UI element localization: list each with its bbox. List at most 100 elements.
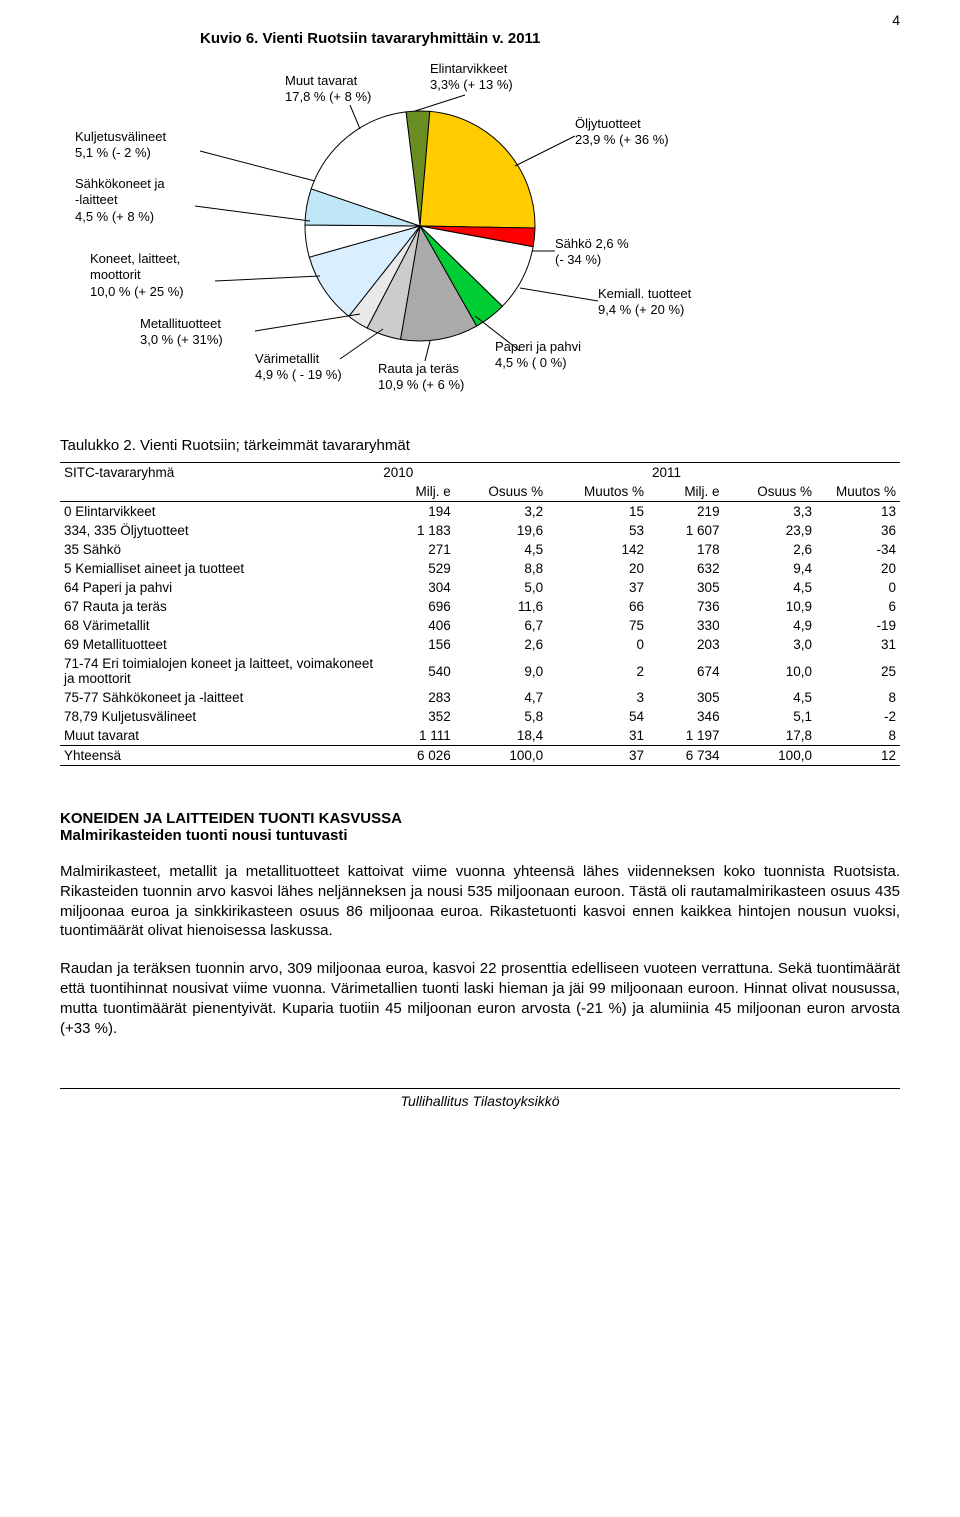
table-cell: 3,2 <box>455 502 547 522</box>
pie-slice-label: Sähkö 2,6 %(- 34 %) <box>555 236 629 269</box>
table-cell: 69 Metallituotteet <box>60 635 379 654</box>
body-paragraph: Raudan ja teräksen tuonnin arvo, 309 mil… <box>60 959 900 1038</box>
table-row: 334, 335 Öljytuotteet1 18319,6531 60723,… <box>60 521 900 540</box>
table-cell: 2,6 <box>455 635 547 654</box>
table-cell: 19,6 <box>455 521 547 540</box>
table-cell: Muut tavarat <box>60 726 379 746</box>
pie-slice-label: Kemiall. tuotteet9,4 % (+ 20 %) <box>598 286 691 319</box>
table-cell: 4,7 <box>455 688 547 707</box>
leader-line <box>415 95 465 111</box>
table-row: 68 Värimetallit4066,7753304,9-19 <box>60 616 900 635</box>
table-cell: 66 <box>547 597 648 616</box>
section-title: KONEIDEN JA LAITTEIDEN TUONTI KASVUSSA <box>60 810 900 827</box>
table-cell: 10,9 <box>724 597 816 616</box>
table-cell: 156 <box>379 635 455 654</box>
pie-slice-label: Paperi ja pahvi4,5 % ( 0 %) <box>495 339 581 372</box>
pie-chart: Elintarvikkeet3,3% (+ 13 %) Öljytuotteet2… <box>60 61 900 401</box>
leader-line <box>515 136 575 166</box>
leader-line <box>215 276 320 281</box>
table-cell: 406 <box>379 616 455 635</box>
group-2011: 2011 <box>648 463 724 483</box>
table-cell: 271 <box>379 540 455 559</box>
table-cell: 330 <box>648 616 724 635</box>
table-cell: 3 <box>547 688 648 707</box>
table-cell: 1 111 <box>379 726 455 746</box>
pie-slice-label: Öljytuotteet23,9 % (+ 36 %) <box>575 116 669 149</box>
table-cell: 20 <box>816 559 900 578</box>
table-total-row: Yhteensä6 026100,0376 734100,012 <box>60 746 900 766</box>
table-cell: 1 183 <box>379 521 455 540</box>
page-number: 4 <box>892 12 900 28</box>
table-cell: 8,8 <box>455 559 547 578</box>
table-row: 78,79 Kuljetusvälineet3525,8543465,1-2 <box>60 707 900 726</box>
table-row: 0 Elintarvikkeet1943,2152193,313 <box>60 502 900 522</box>
table-cell: 0 Elintarvikkeet <box>60 502 379 522</box>
table-cell: 2 <box>547 654 648 688</box>
table-cell: 352 <box>379 707 455 726</box>
chart-title: Kuvio 6. Vienti Ruotsiin tavararyhmittäi… <box>60 30 900 47</box>
col-h: Osuus % <box>455 482 547 502</box>
table-cell: 68 Värimetallit <box>60 616 379 635</box>
table-cell: 37 <box>547 746 648 766</box>
table-row: 69 Metallituotteet1562,602033,031 <box>60 635 900 654</box>
table-cell: 283 <box>379 688 455 707</box>
table-cell: 9,0 <box>455 654 547 688</box>
table-cell: 18,4 <box>455 726 547 746</box>
section-subtitle: Malmirikasteiden tuonti nousi tuntuvasti <box>60 827 900 844</box>
table-cell: 100,0 <box>455 746 547 766</box>
col-h: Muutos % <box>816 482 900 502</box>
table-cell: 696 <box>379 597 455 616</box>
leader-line <box>520 288 598 301</box>
pie-slice-label: Värimetallit4,9 % ( - 19 %) <box>255 351 342 384</box>
table-cell: 0 <box>547 635 648 654</box>
table-cell: 736 <box>648 597 724 616</box>
table-cell: 11,6 <box>455 597 547 616</box>
table-cell: 20 <box>547 559 648 578</box>
table-cell: 75-77 Sähkökoneet ja -laitteet <box>60 688 379 707</box>
leader-line <box>340 329 383 359</box>
table-cell: 305 <box>648 688 724 707</box>
col-h: Muutos % <box>547 482 648 502</box>
table-cell: 35 Sähkö <box>60 540 379 559</box>
body-paragraph: Malmirikasteet, metallit ja metallituott… <box>60 862 900 941</box>
table-row: 64 Paperi ja pahvi3045,0373054,50 <box>60 578 900 597</box>
table-cell: 71-74 Eri toimialojen koneet ja laitteet… <box>60 654 379 688</box>
col-h: Osuus % <box>724 482 816 502</box>
pie-slice-label: Metallituotteet3,0 % (+ 31%) <box>140 316 223 349</box>
pie-slice-label: Sähkökoneet ja-laitteet4,5 % (+ 8 %) <box>75 176 165 225</box>
table-cell: 64 Paperi ja pahvi <box>60 578 379 597</box>
pie-slice-label: Rauta ja teräs10,9 % (+ 6 %) <box>378 361 464 394</box>
pie-slice-label: Muut tavarat17,8 % (+ 8 %) <box>285 73 371 106</box>
table-cell: 78,79 Kuljetusvälineet <box>60 707 379 726</box>
data-table: SITC-tavararyhmä 2010 2011 Milj. e Osuus… <box>60 462 900 766</box>
table-row: 67 Rauta ja teräs69611,66673610,96 <box>60 597 900 616</box>
leader-line <box>425 341 430 361</box>
pie-slice-label: Koneet, laitteet,moottorit10,0 % (+ 25 %… <box>90 251 184 300</box>
table-cell: 53 <box>547 521 648 540</box>
table-caption: Taulukko 2. Vienti Ruotsiin; tärkeimmät … <box>60 437 900 454</box>
table-cell: 6,7 <box>455 616 547 635</box>
table-cell: 12 <box>816 746 900 766</box>
table-cell: 67 Rauta ja teräs <box>60 597 379 616</box>
table-row: 35 Sähkö2714,51421782,6-34 <box>60 540 900 559</box>
table-cell: 5 Kemialliset aineet ja tuotteet <box>60 559 379 578</box>
table-cell: 178 <box>648 540 724 559</box>
col-h: Milj. e <box>379 482 455 502</box>
pie-slice-label: Elintarvikkeet3,3% (+ 13 %) <box>430 61 513 94</box>
table-cell: 1 607 <box>648 521 724 540</box>
table-cell: 334, 335 Öljytuotteet <box>60 521 379 540</box>
table-cell: -34 <box>816 540 900 559</box>
table-cell: 3,0 <box>724 635 816 654</box>
table-cell: 529 <box>379 559 455 578</box>
page-footer: Tullihallitus Tilastoyksikkö <box>60 1088 900 1109</box>
table-cell: -2 <box>816 707 900 726</box>
table-cell: 8 <box>816 688 900 707</box>
table-cell: 4,5 <box>724 688 816 707</box>
table-cell: 0 <box>816 578 900 597</box>
table-cell: 23,9 <box>724 521 816 540</box>
table-cell: 203 <box>648 635 724 654</box>
table-row: 75-77 Sähkökoneet ja -laitteet2834,73305… <box>60 688 900 707</box>
group-2010: 2010 <box>379 463 455 483</box>
table-cell: 632 <box>648 559 724 578</box>
table-cell: Yhteensä <box>60 746 379 766</box>
